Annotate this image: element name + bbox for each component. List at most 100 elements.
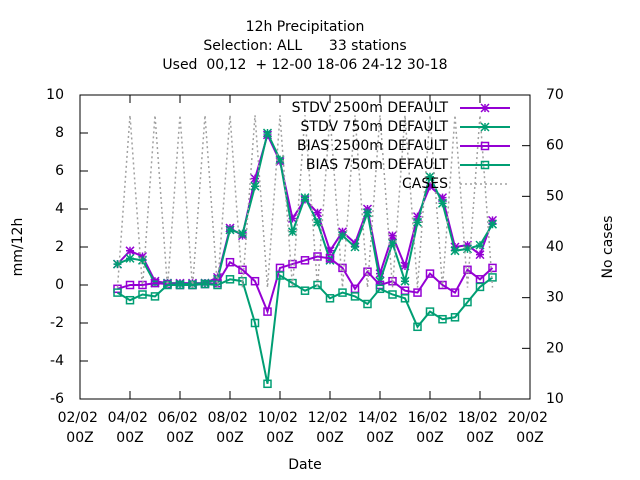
- point-marker: [125, 253, 135, 263]
- chart-subtitle: Used 00,12 + 12-00 18-06 24-12 30-18: [162, 57, 447, 73]
- point-marker: [475, 282, 485, 292]
- point-marker: [463, 265, 472, 275]
- point-marker: [450, 288, 460, 297]
- y-tick-label: 0: [55, 277, 64, 293]
- point-marker: [175, 280, 185, 290]
- point-marker: [138, 290, 147, 299]
- point-marker: [250, 174, 260, 184]
- point-marker: [480, 141, 490, 151]
- point-marker: [112, 259, 123, 269]
- point-marker: [450, 246, 460, 256]
- point-marker: [113, 288, 122, 297]
- series-line: [116, 273, 494, 385]
- point-marker: [287, 227, 298, 237]
- point-marker: [437, 193, 448, 203]
- point-marker: [475, 250, 485, 260]
- point-marker: [462, 244, 473, 254]
- chart-subtitle: Selection: ALL 33 stations: [203, 38, 406, 54]
- point-marker: [225, 225, 235, 235]
- legend-label: CASES: [402, 176, 448, 192]
- point-marker: [488, 273, 497, 282]
- point-marker: [263, 307, 272, 316]
- y-tick-label: 8: [55, 125, 64, 141]
- point-marker: [413, 288, 422, 297]
- point-marker: [363, 299, 372, 309]
- point-marker: [425, 181, 435, 191]
- point-marker: [312, 208, 323, 218]
- point-marker: [362, 208, 373, 218]
- y-tick-label: -6: [50, 391, 64, 407]
- point-marker: [250, 318, 260, 328]
- point-marker: [137, 255, 148, 265]
- point-marker: [480, 103, 490, 113]
- point-marker: [200, 279, 210, 289]
- point-marker: [225, 275, 235, 284]
- point-marker: [325, 294, 335, 303]
- point-marker: [375, 284, 385, 294]
- y2-tick-label: 50: [546, 188, 564, 204]
- point-marker: [400, 294, 410, 303]
- point-marker: [300, 286, 310, 295]
- point-marker: [275, 155, 285, 165]
- y-tick-label: -4: [50, 353, 64, 369]
- x-tick-label: 02/02 00Z: [58, 410, 103, 446]
- point-marker: [338, 263, 347, 273]
- x-tick-label: 08/02 00Z: [208, 410, 253, 446]
- point-marker: [250, 276, 260, 286]
- point-marker: [487, 219, 498, 229]
- legend-label: BIAS 750m DEFAULT: [306, 157, 449, 173]
- point-marker: [275, 271, 285, 280]
- point-marker: [412, 212, 423, 222]
- x-tick-label: 16/02 00Z: [408, 410, 453, 446]
- y2-tick-label: 70: [546, 87, 564, 103]
- point-marker: [425, 172, 435, 182]
- point-marker: [263, 379, 272, 389]
- point-marker: [350, 292, 360, 301]
- point-marker: [313, 280, 322, 290]
- y-tick-label: 10: [46, 87, 64, 103]
- point-marker: [288, 259, 297, 269]
- point-marker: [238, 265, 247, 275]
- point-marker: [488, 263, 497, 273]
- point-marker: [450, 313, 460, 322]
- legend-label: STDV 2500m DEFAULT: [292, 100, 449, 116]
- point-marker: [287, 213, 298, 224]
- point-marker: [388, 290, 397, 299]
- point-marker: [312, 217, 323, 227]
- x-tick-label: 20/02 00Z: [508, 410, 553, 446]
- point-marker: [438, 314, 447, 324]
- x-axis-label: Date: [288, 457, 321, 473]
- point-marker: [480, 122, 490, 132]
- point-marker: [425, 269, 435, 278]
- x-tick-label: 04/02 00Z: [108, 410, 153, 446]
- y-axis-label: mm/12h: [10, 218, 26, 277]
- point-marker: [425, 307, 435, 316]
- point-marker: [125, 295, 135, 305]
- point-marker: [300, 256, 310, 265]
- point-marker: [375, 269, 385, 279]
- point-marker: [313, 252, 322, 261]
- point-marker: [325, 246, 335, 256]
- y2-tick-label: 60: [546, 138, 564, 154]
- point-marker: [437, 198, 448, 208]
- y-tick-label: -2: [50, 315, 64, 331]
- point-marker: [262, 128, 273, 138]
- point-marker: [387, 231, 398, 241]
- point-marker: [475, 240, 485, 250]
- point-marker: [300, 193, 310, 203]
- y2-tick-label: 10: [546, 391, 564, 407]
- point-marker: [125, 280, 135, 290]
- x-tick-label: 10/02 00Z: [258, 410, 303, 446]
- y-tick-label: 6: [55, 163, 64, 179]
- y2-axis-label: No cases: [600, 216, 616, 279]
- y-tick-label: 4: [55, 201, 64, 217]
- point-marker: [150, 292, 160, 301]
- point-marker: [150, 278, 160, 288]
- chart-title: 12h Precipitation: [246, 19, 365, 35]
- point-marker: [480, 160, 490, 170]
- point-marker: [325, 255, 335, 265]
- point-marker: [387, 238, 398, 248]
- point-marker: [400, 276, 410, 286]
